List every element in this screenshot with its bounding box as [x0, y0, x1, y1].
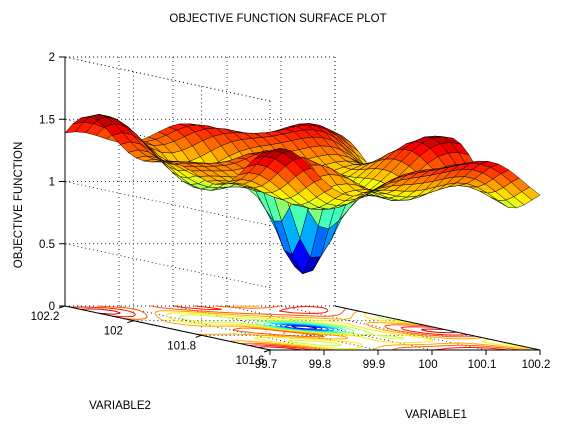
- z-tick-label: 2: [49, 52, 55, 64]
- grid-z-left-2: [64, 181, 271, 226]
- x-tick-label: 99.7: [255, 359, 277, 371]
- contour-level-11: [96, 305, 522, 351]
- x-tick-label: 100.1: [468, 359, 497, 371]
- surface-patch: [521, 186, 541, 201]
- y-tick-label: 101.8: [167, 340, 196, 352]
- contour-level-1: [291, 325, 317, 330]
- grid-x-floor-4: [280, 305, 487, 351]
- x-axis-ticks: 99.7 99.8 99.9 100 100.1 100.2: [255, 350, 551, 371]
- contour-level-12: [70, 305, 508, 351]
- y-tick-label: 102.2: [31, 311, 60, 323]
- y-tick-mark-2: [127, 320, 134, 324]
- x-tick-label: 99.8: [309, 359, 331, 371]
- y-axis-label: VARIABLE2: [89, 400, 151, 412]
- z-tick-label: 1: [49, 177, 55, 189]
- y-tick-mark-0: [263, 349, 271, 353]
- box-floor-right: [334, 305, 541, 351]
- x-tick-label: 100: [418, 359, 437, 371]
- z-axis-label: OBJECTIVE FUNCTION: [13, 142, 25, 269]
- box-left-top: [64, 56, 271, 102]
- contour-level-9: [166, 312, 534, 350]
- contour-level-10: [154, 305, 534, 351]
- x-axis-label: VARIABLE1: [405, 409, 467, 421]
- y-tick-label: 102: [104, 326, 123, 338]
- z-axis-ticks: 0 0.5 1 1.5 2: [39, 52, 65, 313]
- y-tick-mark-1: [195, 334, 202, 338]
- contour-projection: [70, 305, 534, 351]
- x-tick-label: 99.9: [363, 359, 385, 371]
- z-tick-label: 0.5: [39, 239, 55, 251]
- contour-level-13: [80, 308, 457, 351]
- y-axis-line: [64, 305, 271, 351]
- objective-surface: [64, 114, 541, 275]
- x-tick-label: 100.2: [522, 359, 551, 371]
- y-tick-label: 101.6: [236, 355, 265, 367]
- z-tick-label: 0: [49, 301, 55, 313]
- z-tick-label: 1.5: [39, 114, 55, 126]
- grid-z-left-1: [64, 243, 271, 289]
- chart-title: OBJECTIVE FUNCTION SURFACE PLOT: [169, 13, 386, 25]
- y-axis-ticks: 101.6 101.8 102 102.2: [31, 305, 271, 367]
- grid-x-floor-1: [118, 305, 325, 351]
